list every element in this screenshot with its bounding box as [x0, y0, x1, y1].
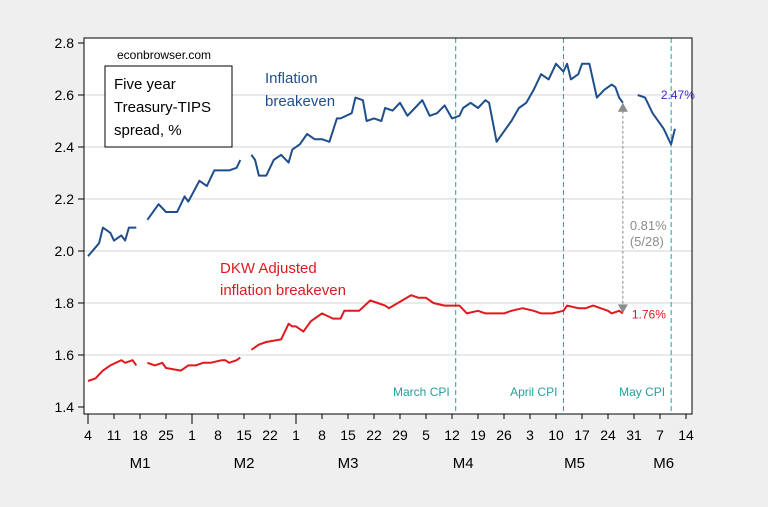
series-end-label: 2.47%: [661, 88, 695, 102]
x-tick-label: 12: [444, 427, 460, 443]
month-label: M3: [338, 455, 359, 472]
y-tick-label: 1.6: [55, 347, 75, 363]
x-tick-label: 19: [470, 427, 486, 443]
y-tick-label: 2.8: [55, 35, 75, 51]
spread-date-label: (5/28): [630, 234, 664, 249]
series-line-inflation-breakeven: [637, 94, 676, 146]
arrow-down-icon: [617, 304, 628, 314]
x-tick-label: 4: [84, 427, 92, 443]
y-tick-label: 1.8: [55, 295, 75, 311]
x-tick-label: 29: [392, 427, 408, 443]
x-tick-label: 17: [574, 427, 590, 443]
x-tick-label: 26: [496, 427, 512, 443]
y-tick-label: 2.2: [55, 191, 75, 207]
y-tick-label: 1.4: [55, 399, 75, 415]
series-line-dkw-adjusted: [147, 356, 241, 372]
series-line-inflation-breakeven: [87, 226, 137, 257]
x-tick-label: 7: [656, 427, 664, 443]
watermark: econbrowser.com: [117, 48, 211, 62]
series-line-inflation-breakeven: [146, 159, 242, 221]
legend-box-line: Five year: [114, 76, 176, 93]
series-line-dkw-adjusted: [87, 359, 138, 382]
x-tick-label: 22: [366, 427, 382, 443]
x-tick-label: 10: [548, 427, 564, 443]
series-label-red: DKW Adjusted: [220, 260, 317, 277]
x-tick-label: 1: [292, 427, 300, 443]
x-tick-label: 5: [422, 427, 430, 443]
month-label: M6: [653, 455, 674, 472]
legend-box-line: Treasury-TIPS: [114, 99, 211, 116]
spread-label: 0.81%: [630, 218, 667, 233]
x-tick-label: 11: [107, 427, 122, 443]
x-tick-label: 14: [678, 427, 694, 443]
month-label: M2: [234, 455, 255, 472]
series-line-inflation-breakeven: [250, 62, 624, 177]
series-label-blue: breakeven: [265, 93, 335, 110]
x-tick-label: 24: [600, 427, 616, 443]
month-label: M4: [453, 455, 474, 472]
x-tick-label: 15: [340, 427, 356, 443]
x-tick-label: 15: [236, 427, 252, 443]
series-line-dkw-adjusted: [250, 294, 624, 351]
x-tick-label: 25: [158, 427, 174, 443]
cpi-release-label: May CPI: [619, 385, 665, 399]
month-label: M1: [130, 455, 151, 472]
series-label-red: inflation breakeven: [220, 282, 346, 299]
x-tick-label: 31: [626, 427, 642, 443]
x-tick-label: 3: [526, 427, 534, 443]
month-label: M5: [564, 455, 585, 472]
x-tick-label: 22: [262, 427, 278, 443]
y-tick-label: 2.0: [55, 243, 75, 259]
x-tick-label: 18: [132, 427, 148, 443]
arrow-up-icon: [617, 102, 628, 112]
x-tick-label: 8: [318, 427, 326, 443]
plot-frame: [83, 37, 693, 415]
series-end-label: 1.76%: [632, 307, 666, 321]
x-tick-label: 8: [214, 427, 222, 443]
legend-box: Five year Treasury-TIPS spread, %: [104, 65, 233, 148]
x-tick-label: 1: [188, 427, 196, 443]
y-tick-label: 2.6: [55, 87, 75, 103]
cpi-release-label: April CPI: [510, 385, 557, 399]
y-tick-label: 2.4: [55, 139, 75, 155]
legend-box-line: spread, %: [114, 122, 182, 139]
cpi-release-label: March CPI: [393, 385, 450, 399]
series-label-blue: Inflation: [265, 70, 318, 87]
